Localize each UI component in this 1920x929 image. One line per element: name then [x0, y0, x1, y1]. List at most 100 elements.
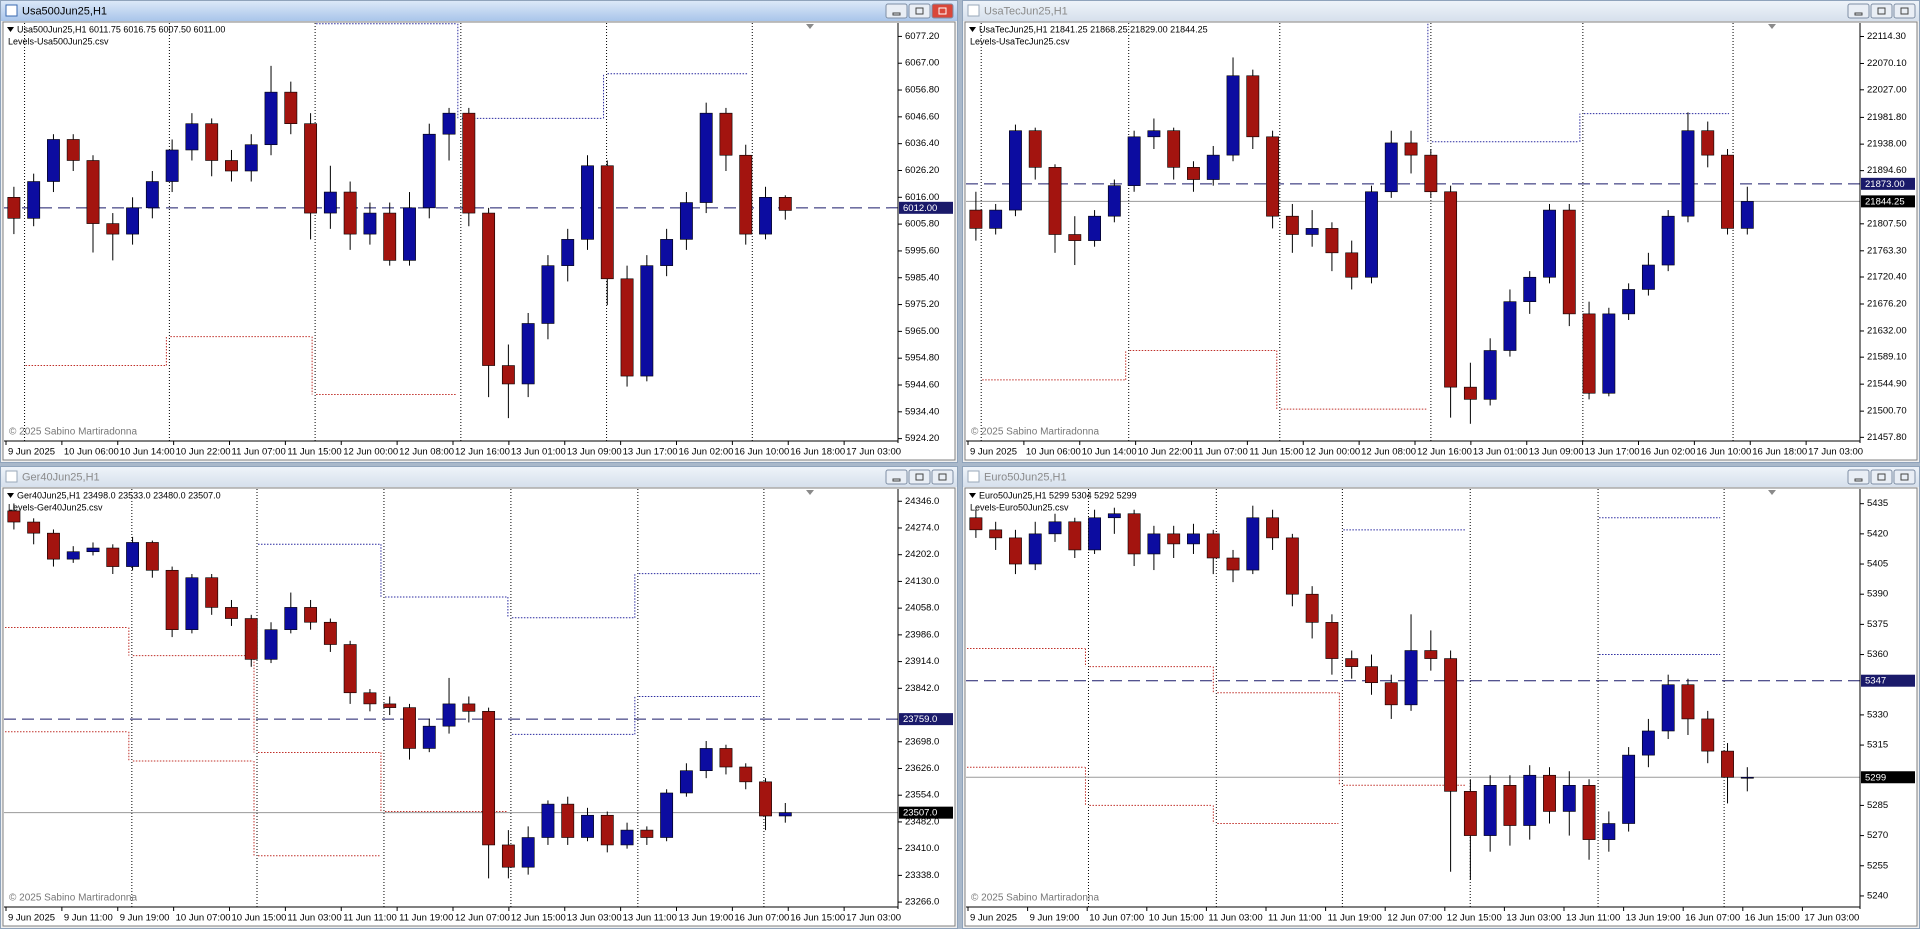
candle-body — [739, 154, 753, 235]
y-tick-label: 5985.40 — [905, 272, 939, 283]
candle-body — [1246, 75, 1260, 138]
window-close-button[interactable] — [931, 3, 954, 19]
x-tick-label: 11 Jun 11:00 — [343, 913, 397, 924]
y-tick-label: 6036.40 — [905, 138, 939, 149]
x-tick-label: 16 Jun 18:00 — [790, 447, 845, 458]
x-tick-label: 11 Jun 19:00 — [399, 913, 453, 924]
price-label-box — [1861, 674, 1915, 687]
x-tick-label: 11 Jun 15:00 — [287, 447, 341, 458]
y-tick-label: 6046.60 — [905, 111, 939, 122]
candle-body — [521, 323, 535, 385]
plot — [966, 23, 1860, 441]
y-tick-label: 6077.20 — [905, 31, 939, 42]
candle-body — [1127, 513, 1141, 555]
window-close-button[interactable] — [1893, 3, 1916, 19]
price-label-box — [1861, 195, 1915, 208]
window-button-glyph — [1900, 7, 1909, 15]
candle-body — [47, 139, 60, 182]
candle-body — [1187, 533, 1200, 545]
candle-body — [1483, 785, 1497, 836]
x-tick-label: 16 Jun 15:00 — [1745, 913, 1800, 924]
candle-body — [205, 123, 219, 161]
candle-body — [989, 529, 1003, 539]
x-tick-label: 13 Jun 17:00 — [623, 447, 678, 458]
y-tick-label: 5975.20 — [905, 299, 939, 310]
candle-body — [1641, 264, 1655, 290]
window-minimize-button[interactable] — [885, 3, 908, 19]
y-tick-label: 23698.0 — [905, 736, 939, 747]
candle-body — [778, 196, 792, 211]
candle-body — [47, 532, 60, 560]
candle-body — [66, 551, 80, 560]
candle-body — [304, 123, 318, 214]
shift-marker — [806, 490, 814, 495]
y-tick-label: 21720.40 — [1867, 272, 1907, 283]
candle-body — [1543, 209, 1556, 278]
x-tick-label: 16 Jun 15:00 — [790, 913, 845, 924]
candle-body — [1582, 785, 1596, 840]
window-button-glyph — [892, 478, 901, 482]
x-tick-label: 12 Jun 00:00 — [1305, 447, 1360, 458]
window-button-glyph — [1854, 478, 1863, 482]
window-icon — [5, 470, 18, 483]
candle-body — [501, 365, 515, 385]
candle-body — [1661, 684, 1675, 732]
x-tick-label: 10 Jun 06:00 — [64, 447, 119, 458]
candle-body — [86, 160, 100, 224]
candle-body — [225, 607, 238, 619]
candle-body — [1681, 684, 1695, 720]
info-marker — [969, 493, 976, 498]
x-tick-label: 10 Jun 15:00 — [232, 913, 287, 924]
plot — [4, 23, 898, 441]
candle-body — [126, 542, 140, 567]
candle-body — [363, 212, 377, 235]
y-tick-label: 21763.30 — [1867, 245, 1907, 256]
x-tick-label: 11 Jun 03:00 — [1208, 913, 1262, 924]
candle-body — [1365, 191, 1378, 278]
candle-body — [1701, 130, 1715, 156]
x-tick-label: 13 Jun 03:00 — [567, 913, 622, 924]
candle-body — [442, 703, 456, 727]
y-tick-label: 21894.60 — [1867, 165, 1907, 176]
candle-body — [1483, 350, 1497, 400]
candle-body — [1107, 513, 1121, 519]
candle-body — [541, 803, 555, 838]
candle-body — [1721, 154, 1734, 229]
x-tick-label: 17 Jun 03:00 — [846, 447, 901, 458]
price-label: 23759.0 — [903, 714, 937, 725]
window-title: Ger40Jun25,H1 — [22, 471, 100, 483]
candle-body — [1463, 791, 1477, 836]
candle-body — [561, 239, 575, 266]
x-tick-label: 16 Jun 07:00 — [1685, 913, 1740, 924]
candle-body — [521, 837, 535, 868]
x-tick-label: 12 Jun 15:00 — [1447, 913, 1502, 924]
price-label: 21844.25 — [1865, 196, 1905, 207]
x-tick-label: 9 Jun 11:00 — [64, 913, 113, 924]
window-minimize-button[interactable] — [1847, 3, 1870, 19]
chart-window: Euro50Jun25,H1 5435 5420 5405 5390 5375 5360 53… — [962, 466, 1920, 929]
candle-body — [1384, 682, 1398, 706]
window-close-button[interactable] — [931, 469, 954, 485]
candle-body — [1345, 658, 1359, 667]
window-maximize-button[interactable] — [1870, 3, 1893, 19]
window-close-button[interactable] — [1893, 469, 1916, 485]
candle-body — [1325, 228, 1339, 254]
window-maximize-button[interactable] — [908, 469, 931, 485]
candle-body — [1226, 557, 1240, 571]
price-label-box — [899, 713, 953, 726]
window-maximize-button[interactable] — [908, 3, 931, 19]
x-tick-label: 12 Jun 07:00 — [1387, 913, 1442, 924]
candle-body — [1305, 593, 1319, 623]
x-tick-label: 13 Jun 03:00 — [1506, 913, 1561, 924]
window-minimize-button[interactable] — [1847, 469, 1870, 485]
candle-body — [462, 703, 476, 712]
x-tick-label: 12 Jun 07:00 — [455, 913, 510, 924]
window-button-glyph — [1854, 12, 1863, 16]
window-maximize-button[interactable] — [1870, 469, 1893, 485]
candle-body — [1167, 533, 1181, 545]
candle-body — [1740, 201, 1754, 229]
candle-body — [1345, 252, 1359, 278]
window-minimize-button[interactable] — [885, 469, 908, 485]
candle-body — [1365, 666, 1378, 684]
candle-body — [778, 812, 792, 817]
